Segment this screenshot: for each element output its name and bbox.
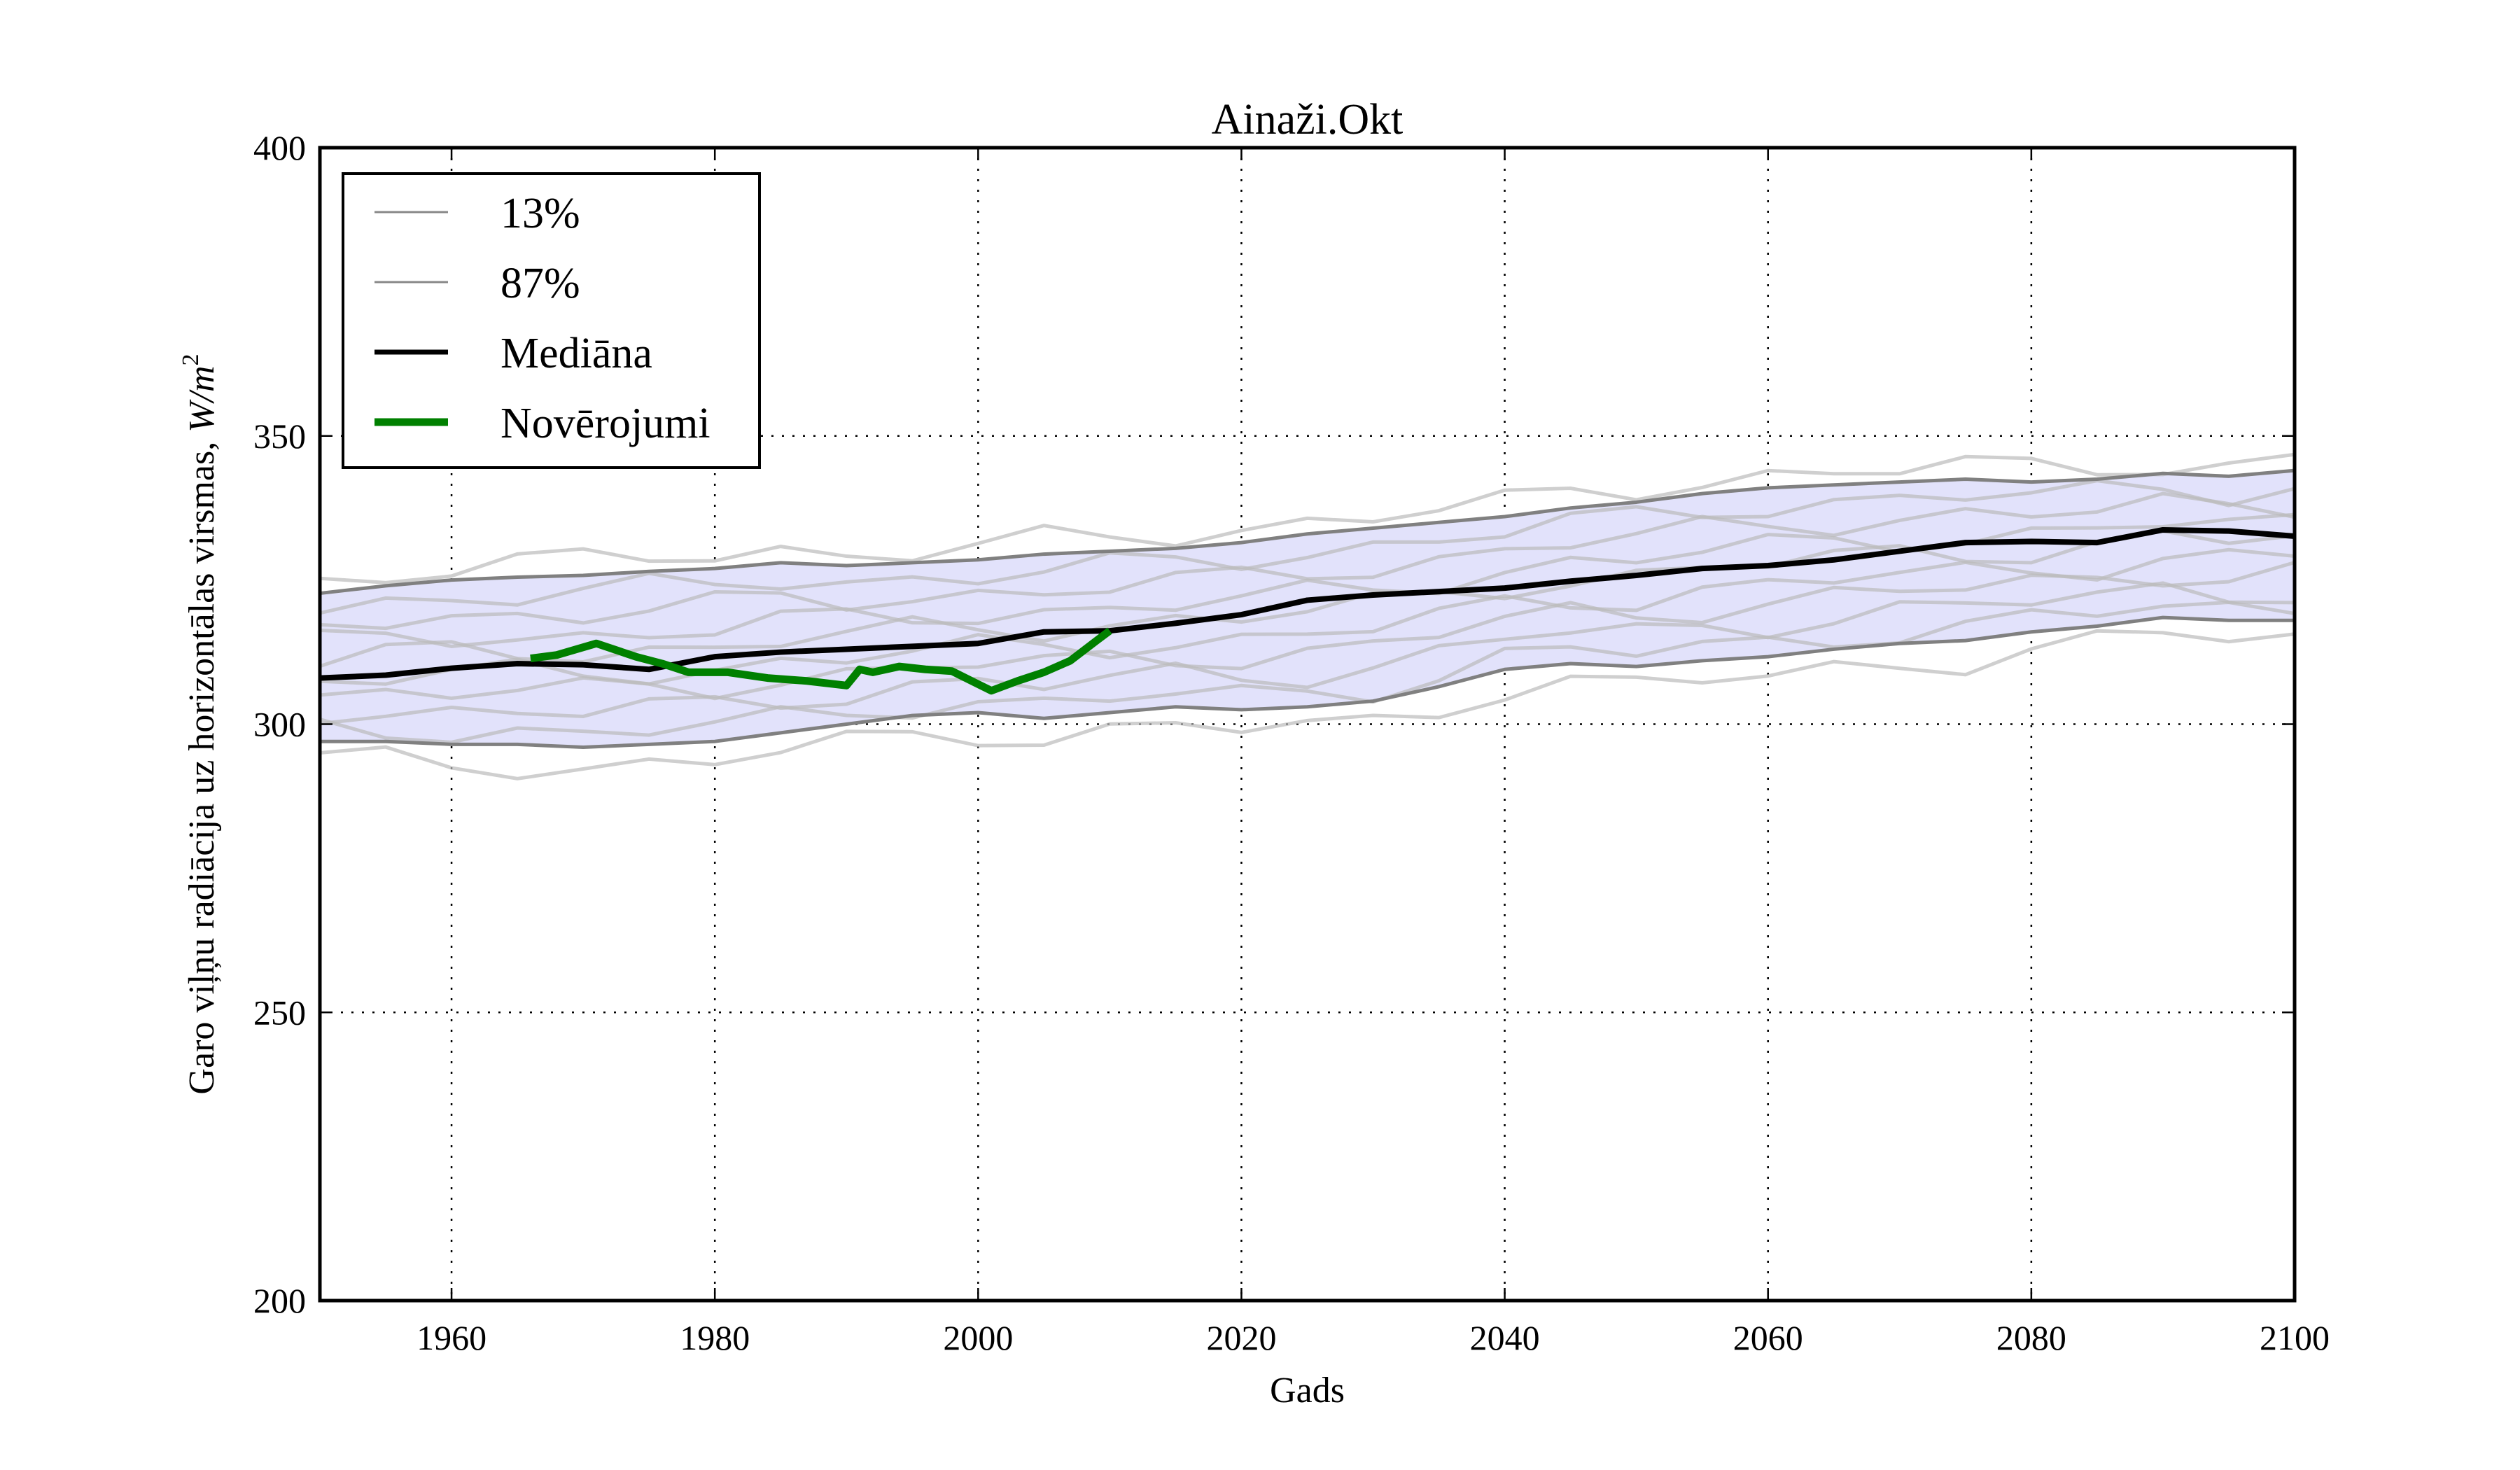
ensemble-line <box>319 629 2295 780</box>
grid <box>320 148 2295 1301</box>
y-tick-label: 200 <box>253 1281 306 1320</box>
ensemble-line <box>319 479 2295 615</box>
x-tick-label: 1980 <box>680 1318 750 1357</box>
line-observations <box>530 627 1112 695</box>
ensemble-line <box>319 491 2295 631</box>
x-axis-label: Gads <box>1270 1371 1345 1410</box>
y-axis-label-unit: W/m <box>182 365 222 432</box>
legend-label-line-median: Mediāna <box>500 330 652 377</box>
x-tick-label: 2100 <box>2260 1318 2330 1357</box>
legend-label-line-13-percent: 13% <box>500 190 580 237</box>
ensemble-lines <box>319 452 2295 780</box>
legend-label-line-87-percent: 87% <box>500 260 580 307</box>
x-tick-label: 2080 <box>1996 1318 2066 1357</box>
legend: 13% 87% Mediāna Novērojumi <box>342 172 761 469</box>
y-axis-label: Garo viļņu radiācija uz horizontālas vir… <box>178 354 222 1094</box>
y-tick-label: 250 <box>253 993 306 1032</box>
x-tick-label: 1960 <box>416 1318 486 1357</box>
legend-label-line-observations: Novērojumi <box>500 400 710 447</box>
y-axis-label-exponent: 2 <box>178 354 204 365</box>
line-13-percent <box>320 615 2295 749</box>
ensemble-line <box>319 528 2295 668</box>
x-tick-label: 2060 <box>1733 1318 1803 1357</box>
y-tick-label: 350 <box>253 416 306 456</box>
chart-title: Ainaži.Okt <box>1212 96 1404 144</box>
y-tick-label: 400 <box>253 128 306 167</box>
series-lines <box>319 468 2295 749</box>
ticks: 1960 1980 2000 2020 2040 2060 2080 2100 200 250 30… <box>253 128 2330 1357</box>
line-median <box>319 526 2295 681</box>
y-axis-label-text: Garo viļņu radiācija uz horizontālas vir… <box>182 433 222 1095</box>
ensemble-line <box>319 452 2295 584</box>
ensemble-line <box>319 600 2295 744</box>
x-tick-label: 2020 <box>1206 1318 1276 1357</box>
x-tick-label: 2040 <box>1470 1318 1540 1357</box>
ensemble-line <box>319 581 2295 726</box>
y-tick-label: 300 <box>253 705 306 744</box>
x-tick-label: 2000 <box>943 1318 1013 1357</box>
line-87-percent <box>319 468 2295 596</box>
